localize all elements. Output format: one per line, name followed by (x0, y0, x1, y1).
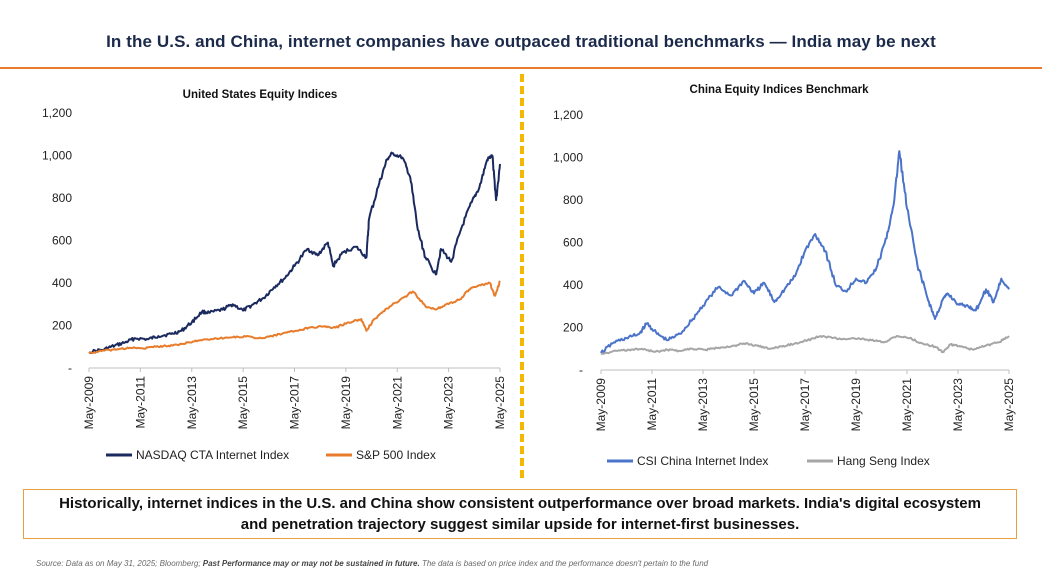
series-line-internet (600, 150, 1010, 354)
us-legend: NASDAQ CTA Internet Index S&P 500 Index (106, 448, 436, 462)
x-tick-label: May-2009 (594, 378, 608, 432)
x-tick-label: May-2015 (236, 376, 250, 430)
series-line-internet (88, 151, 501, 354)
legend-label: S&P 500 Index (356, 448, 436, 462)
source-disclaimer: Past Performance may or may not be susta… (202, 559, 420, 568)
china-y-axis: - 200 400 600 800 1,000 1,200 (553, 108, 583, 377)
us-chart-title: United States Equity Indices (183, 89, 338, 101)
x-tick-label: May-2011 (133, 376, 147, 429)
china-chart-title: China Equity Indices Benchmark (690, 84, 870, 96)
us-y-axis: - 200 400 600 800 1,000 1,200 (42, 106, 72, 375)
x-tick-label: May-2021 (390, 376, 404, 430)
chart-divider (520, 74, 524, 478)
legend-label: Hang Seng Index (837, 454, 930, 468)
us-plot-area (88, 151, 501, 355)
china-x-axis: May-2009 May-2011 May-2013 May-2015 May-2017… (594, 369, 1016, 432)
legend-label: NASDAQ CTA Internet Index (136, 448, 289, 462)
source-note: Source: Data as on May 31, 2025; Bloombe… (36, 559, 708, 568)
x-tick-label: May-2023 (951, 378, 965, 432)
y-tick-label: - (579, 363, 583, 377)
china-legend: CSI China Internet Index Hang Seng Index (607, 454, 930, 468)
x-tick-label: May-2019 (849, 378, 863, 432)
y-tick-label: 1,000 (42, 149, 72, 163)
source-suffix: The data is based on price index and the… (419, 559, 709, 568)
y-tick-label: 400 (563, 278, 583, 292)
page-title: In the U.S. and China, internet companie… (106, 32, 936, 51)
x-tick-label: May-2011 (645, 378, 659, 431)
china-equity-chart: China Equity Indices Benchmark - 200 400 60… (553, 84, 1016, 468)
x-tick-label: May-2021 (900, 378, 914, 432)
y-tick-label: 400 (52, 276, 72, 290)
x-tick-label: May-2017 (288, 376, 302, 430)
x-tick-label: May-2017 (798, 378, 812, 432)
y-tick-label: 800 (563, 193, 583, 207)
x-tick-label: May-2013 (696, 378, 710, 432)
us-x-axis: May-2009 May-2011 May-2013 May-2015 May-2017… (82, 367, 507, 430)
series-line-benchmark (600, 335, 1010, 356)
y-tick-label: 600 (563, 236, 583, 250)
y-tick-label: 600 (52, 234, 72, 248)
source-prefix: Source: Data as on May 31, 2025; Bloombe… (36, 559, 203, 568)
us-equity-chart: United States Equity Indices - 200 400 600 8… (42, 89, 507, 462)
x-tick-label: May-2015 (747, 378, 761, 432)
x-tick-label: May-2023 (442, 376, 456, 430)
china-plot-area (600, 150, 1010, 356)
legend-label: CSI China Internet Index (637, 454, 768, 468)
y-tick-label: 1,000 (553, 151, 583, 165)
x-tick-label: May-2013 (185, 376, 199, 430)
y-tick-label: 1,200 (42, 106, 72, 120)
x-tick-label: May-2009 (82, 376, 96, 430)
y-tick-label: 800 (52, 191, 72, 205)
y-tick-label: - (68, 361, 72, 375)
y-tick-label: 200 (52, 319, 72, 333)
summary-callout: Historically, internet indices in the U.… (23, 489, 1017, 539)
title-underline (0, 67, 1042, 69)
series-line-benchmark (88, 280, 501, 355)
x-tick-label: May-2025 (1002, 378, 1016, 432)
y-tick-label: 1,200 (553, 108, 583, 122)
x-tick-label: May-2019 (339, 376, 353, 430)
y-tick-label: 200 (563, 321, 583, 335)
x-tick-label: May-2025 (493, 376, 507, 430)
